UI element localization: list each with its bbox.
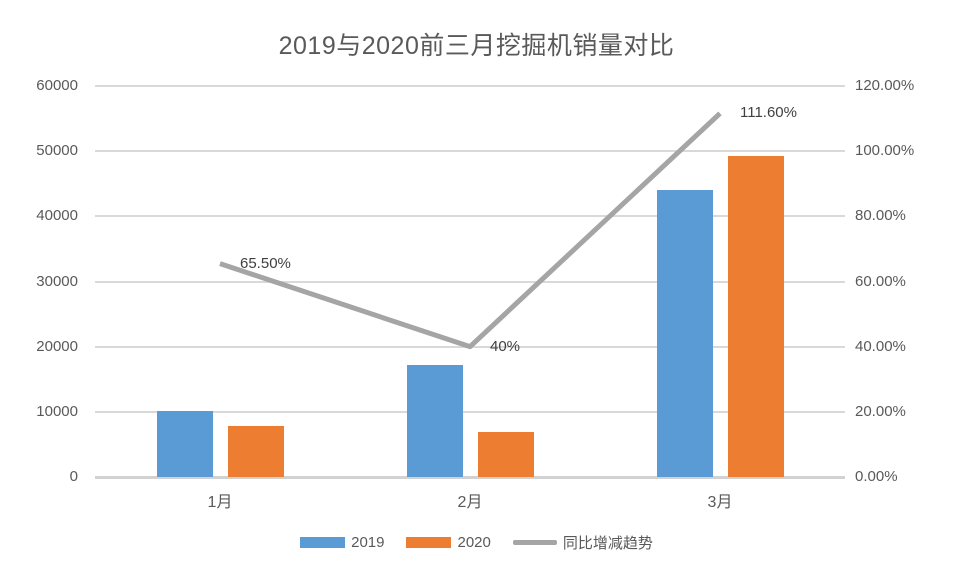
trend-point-label: 65.50%	[240, 254, 291, 272]
trend-point-label: 40%	[490, 337, 521, 355]
y-axis-right-tick-label: 0.00%	[855, 468, 898, 485]
y-axis-right-tick-label: 40.00%	[855, 337, 906, 355]
y-axis-left-tick-label: 0	[69, 468, 78, 485]
y-axis-right-tick-label: 80.00%	[855, 207, 906, 225]
gridline	[95, 410, 845, 413]
bar-2019-3月	[656, 189, 713, 477]
bar-2020-2月	[477, 432, 534, 477]
y-axis-right-tick-label: 120.00%	[855, 77, 915, 94]
legend: 2019 2020 同比增减趋势	[0, 532, 953, 553]
y-axis-right-tick-label: 100.00%	[855, 142, 915, 160]
legend-label: 2019	[351, 534, 385, 551]
y-axis-left-tick-label: 10000	[36, 402, 78, 420]
y-axis-left-tick-label: 60000	[36, 77, 78, 94]
bar-2020-1月	[227, 426, 284, 477]
x-axis-category-label: 1月	[207, 494, 233, 511]
legend-item-同比增减趋势: 同比增减趋势	[512, 532, 653, 553]
legend-item-2019: 2019	[300, 534, 384, 551]
y-axis-right-tick-label: 20.00%	[855, 402, 906, 420]
bar-2020-3月	[727, 155, 784, 477]
y-axis-left-tick-label: 40000	[36, 207, 78, 225]
legend-swatch-bar-icon	[406, 537, 452, 548]
trend-point-label: 111.60%	[740, 104, 797, 122]
y-axis-right-tick-label: 60.00%	[855, 272, 906, 290]
y-axis-left-tick-label: 30000	[36, 272, 78, 290]
gridline	[95, 150, 845, 153]
gridline	[95, 280, 845, 283]
legend-swatch-line-icon	[512, 540, 557, 545]
y-axis-left-tick-label: 50000	[36, 142, 78, 160]
y-axis-left-tick-label: 20000	[36, 337, 78, 355]
trend-line	[219, 111, 722, 350]
gridline	[95, 215, 845, 218]
legend-label: 同比增减趋势	[562, 535, 653, 552]
bar-2019-2月	[406, 364, 463, 477]
bar-2019-1月	[156, 411, 213, 477]
legend-swatch-bar-icon	[300, 537, 346, 548]
legend-item-2020: 2020	[406, 534, 491, 551]
x-axis-category-label: 3月	[707, 494, 733, 511]
trend-line-svg	[219, 111, 722, 350]
gridline	[95, 85, 845, 87]
x-axis-category-label: 2月	[457, 494, 483, 511]
x-axis-line	[95, 476, 845, 479]
chart-title: 2019与2020前三月挖掘机销量对比	[278, 32, 675, 60]
legend-label: 2020	[457, 534, 491, 551]
